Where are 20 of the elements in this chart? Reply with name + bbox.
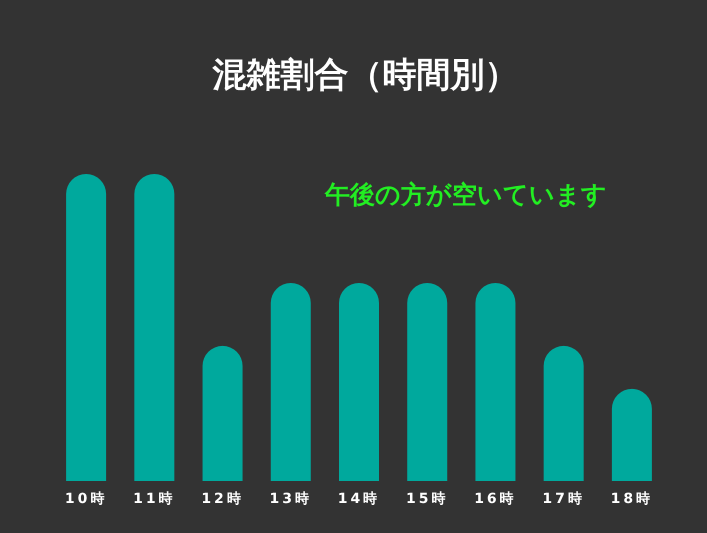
bar [270,282,311,481]
x-tick-label: 14時 [338,491,380,507]
x-tick-label: 17時 [542,491,585,507]
bar [475,282,516,481]
bar [407,282,448,481]
chart-title: 混雑割合（時間別） [212,55,518,95]
annotation: 午後の方が空いています [324,180,607,209]
x-tick-label: 12時 [201,491,244,507]
bar [544,346,584,481]
x-tick-label: 15時 [406,491,448,507]
bar [134,174,174,481]
bar [202,346,243,481]
bar [339,282,379,481]
x-tick-label: 18時 [610,491,654,507]
bar [66,174,106,481]
bar [612,388,652,481]
x-tick-label: 16時 [474,491,517,507]
x-tick-label: 10時 [64,491,108,507]
x-tick-label: 11時 [133,491,176,507]
x-tick-label: 13時 [270,491,312,507]
